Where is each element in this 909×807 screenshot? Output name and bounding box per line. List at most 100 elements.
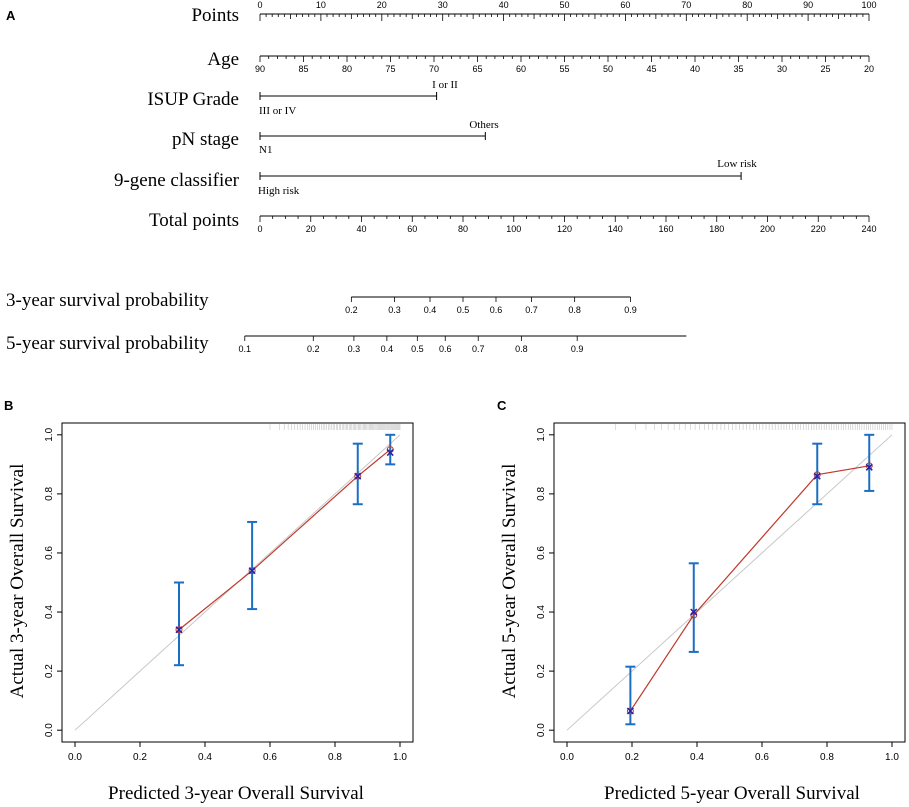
total-tick-label: 140 [608, 224, 623, 234]
surv3-tick-label: 0.6 [490, 305, 503, 315]
surv5-tick-label: 0.4 [381, 344, 394, 354]
calibration-plot-5-year: Predicted 5-year Overall Survival Actual… [499, 422, 906, 804]
plot-b-ytick-label: 1.0 [44, 427, 55, 441]
points-tick-label: 10 [316, 0, 326, 10]
surv3-label: 3-year survival probability [6, 290, 209, 311]
plot-c-ytick-label: 1.0 [536, 427, 547, 441]
surv5-tick-label: 0.1 [239, 344, 252, 354]
points-tick-label: 80 [742, 0, 752, 10]
total-tick-label: 240 [861, 224, 876, 234]
plot-b-ytick-label: 0.0 [44, 723, 55, 737]
age-tick-label: 50 [603, 64, 613, 74]
surv5-tick-label: 0.5 [411, 344, 424, 354]
age-tick-label: 70 [429, 64, 439, 74]
total-tick-label: 220 [811, 224, 826, 234]
plot-c-corrected-point [690, 608, 698, 616]
age-tick-label: 55 [559, 64, 569, 74]
total-tick-label: 200 [760, 224, 775, 234]
age-tick-label: 60 [516, 64, 526, 74]
age-tick-label: 65 [472, 64, 482, 74]
plot-c-ideal-line [566, 434, 893, 731]
plot-c-corrected-point [813, 472, 821, 480]
surv5-tick-label: 0.8 [515, 344, 528, 354]
plot-b-ytick-label: 0.6 [44, 546, 55, 560]
plot-b-corrected-point [354, 472, 362, 480]
total-tick-label: 160 [658, 224, 673, 234]
plot-c-ytick-label: 0.2 [536, 664, 547, 678]
plot-c-frame [553, 422, 906, 743]
pn-low-label: N1 [259, 144, 272, 156]
panel-a-label: A [6, 8, 16, 23]
plot-b-ytick-label: 0.8 [44, 487, 55, 501]
surv3-tick-label: 0.9 [624, 305, 637, 315]
surv3-tick-label: 0.5 [457, 305, 470, 315]
plot-c-ytick-label: 0.6 [536, 546, 547, 560]
surv3-tick-label: 0.2 [345, 305, 358, 315]
plot-c-ytick-label: 0.0 [536, 723, 547, 737]
plot-c-xtick-label: 0.2 [625, 752, 639, 763]
plot-b-xtick-label: 0.6 [263, 752, 277, 763]
surv5-tick-label: 0.2 [307, 344, 320, 354]
total-tick-label: 60 [407, 224, 417, 234]
pn-high-label: Others [469, 119, 498, 131]
surv3-tick-label: 0.8 [568, 305, 581, 315]
points-tick-label: 30 [438, 0, 448, 10]
plot-b-calibration-point [354, 472, 362, 480]
plot-b-corrected-point [175, 626, 183, 634]
plot-b-calibration-point [175, 626, 183, 634]
points-tick-label: 90 [803, 0, 813, 10]
plot-c-calibration-point [865, 462, 873, 470]
plot-c-ytick-label: 0.8 [536, 487, 547, 501]
age-tick-label: 40 [690, 64, 700, 74]
total-tick-label: 40 [356, 224, 366, 234]
age-tick-label: 90 [255, 64, 265, 74]
total-tick-label: 180 [709, 224, 724, 234]
surv5-tick-label: 0.9 [571, 344, 584, 354]
points-tick-label: 20 [377, 0, 387, 10]
plot-b-ytick-label: 0.2 [44, 664, 55, 678]
plot-b-calibration-point [248, 567, 256, 575]
plot-c-calibration-line [629, 465, 870, 712]
points-tick-label: 50 [559, 0, 569, 10]
plot-b-xtick-label: 0.2 [133, 752, 147, 763]
plot-c-calibration-point [813, 471, 821, 479]
plot-c-corrected-point [865, 463, 873, 471]
pn-label: pN stage [172, 129, 239, 150]
total-tick-label: 80 [458, 224, 468, 234]
age-tick-label: 35 [733, 64, 743, 74]
age-tick-label: 80 [342, 64, 352, 74]
plot-c-xtick-label: 0.8 [820, 752, 834, 763]
plot-c-ylabel: Actual 5-year Overall Survival [499, 464, 520, 699]
gene-high-label: Low risk [717, 158, 757, 170]
plot-c-xlabel: Predicted 5-year Overall Survival [604, 783, 860, 804]
total-tick-label: 120 [557, 224, 572, 234]
plot-c-xtick-label: 0.0 [560, 752, 574, 763]
surv3-tick-label: 0.7 [525, 305, 538, 315]
plot-c-xtick-label: 1.0 [885, 752, 899, 763]
gene-low-label: High risk [258, 185, 300, 197]
age-tick-label: 20 [864, 64, 874, 74]
plot-b-corrected-point [386, 449, 394, 457]
panel-c-label: C [497, 398, 507, 413]
points-tick-label: 60 [620, 0, 630, 10]
plot-b-ylabel: Actual 3-year Overall Survival [7, 464, 28, 699]
gene-label: 9-gene classifier [114, 170, 240, 191]
surv3-tick-label: 0.4 [424, 305, 437, 315]
plot-b-calibration-line [178, 449, 391, 631]
panel-b-label: B [4, 398, 13, 413]
age-tick-label: 45 [646, 64, 656, 74]
age-label: Age [207, 49, 239, 70]
plot-c-corrected-point [626, 707, 634, 715]
age-tick-label: 30 [777, 64, 787, 74]
points-tick-label: 40 [499, 0, 509, 10]
calibration-plot-3-year: Predicted 3-year Overall Survival Actual… [7, 422, 414, 804]
plot-b-xlabel: Predicted 3-year Overall Survival [108, 783, 364, 804]
total-tick-label: 0 [257, 224, 262, 234]
age-tick-label: 75 [385, 64, 395, 74]
plot-b-frame [61, 422, 414, 743]
plot-c-calibration-point [626, 707, 634, 715]
surv5-tick-label: 0.3 [348, 344, 361, 354]
surv5-tick-label: 0.6 [439, 344, 452, 354]
points-label: Points [191, 5, 239, 26]
